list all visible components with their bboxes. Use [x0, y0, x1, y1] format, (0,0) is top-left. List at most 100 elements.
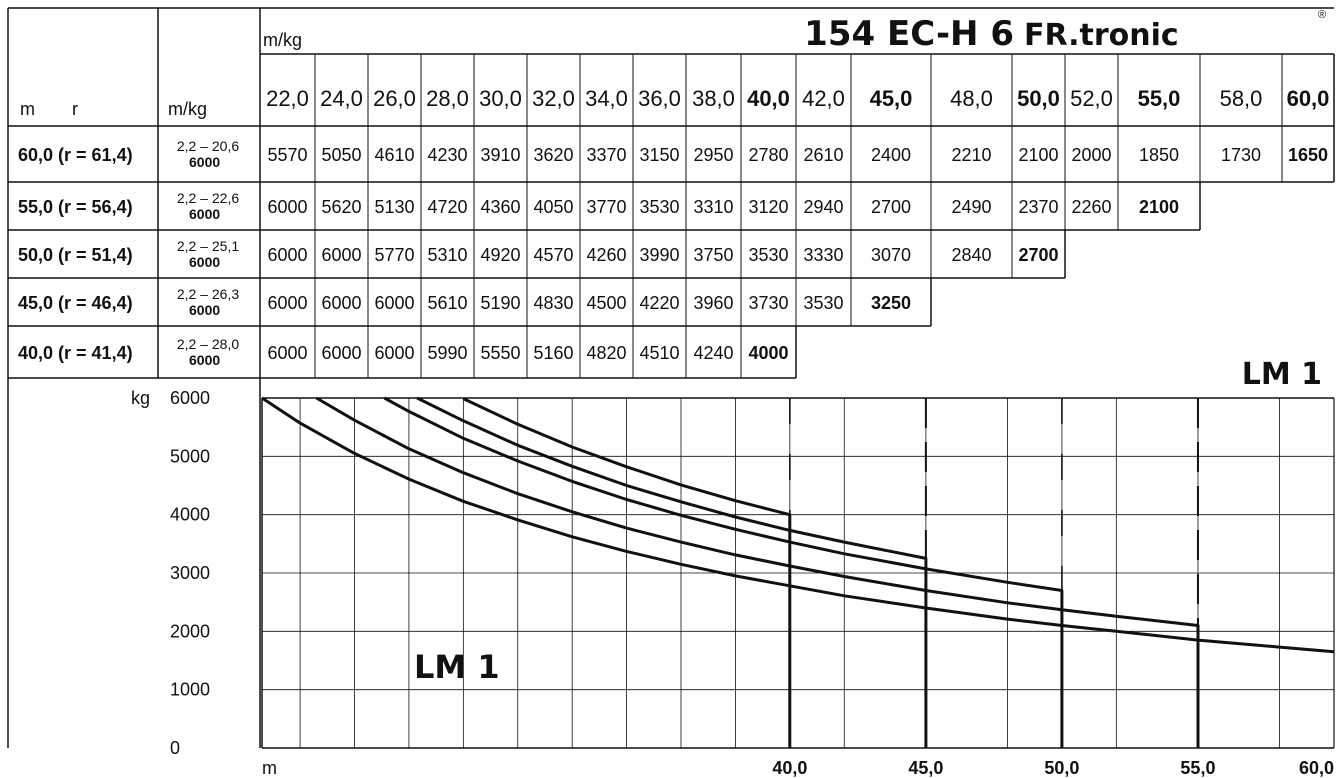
- jib-row-range: 2,2 – 25,1: [177, 238, 239, 254]
- radius-header-cell: 32,0: [532, 86, 575, 111]
- load-value-cell: 3530: [748, 245, 788, 265]
- radius-header-cell: 45,0: [870, 86, 913, 111]
- brand-name: FR.tronic: [1024, 18, 1179, 53]
- x-tick-label: 40,0: [772, 758, 807, 778]
- radius-header-cell: 38,0: [692, 86, 735, 111]
- load-value-cell: 5050: [321, 145, 361, 165]
- jib-row-label: 45,0 (r = 46,4): [18, 293, 133, 313]
- load-value-cell: 5610: [427, 293, 467, 313]
- load-value-cell: 3120: [748, 197, 788, 217]
- load-value-cell: 3250: [871, 293, 911, 313]
- lm-label-table: LM 1: [1242, 357, 1322, 392]
- x-tick-label: 55,0: [1180, 758, 1215, 778]
- load-value-cell: 2260: [1071, 197, 1111, 217]
- jib-row-max: 6000: [189, 352, 220, 368]
- load-value-cell: 2840: [951, 245, 991, 265]
- load-value-cell: 6000: [267, 343, 307, 363]
- jib-row-range: 2,2 – 28,0: [177, 336, 239, 352]
- load-curve-40: [462, 397, 792, 748]
- table-col-mkg-label: m/kg: [168, 99, 207, 119]
- jib-row-range: 2,2 – 20,6: [177, 138, 239, 154]
- load-value-cell: 4240: [693, 343, 733, 363]
- load-value-cell: 6000: [267, 197, 307, 217]
- load-value-cell: 4830: [533, 293, 573, 313]
- load-value-cell: 5620: [321, 197, 361, 217]
- load-value-cell: 2940: [803, 197, 843, 217]
- load-value-cell: 5550: [480, 343, 520, 363]
- load-value-cell: 3530: [639, 197, 679, 217]
- load-value-cell: 4570: [533, 245, 573, 265]
- load-value-cell: 2100: [1139, 197, 1179, 217]
- load-value-cell: 6000: [374, 293, 414, 313]
- radius-header-cell: 58,0: [1220, 86, 1263, 111]
- y-axis-label: kg: [131, 388, 150, 408]
- load-value-cell: 3330: [803, 245, 843, 265]
- load-curve-60: [261, 396, 1335, 654]
- load-value-cell: 3150: [639, 145, 679, 165]
- load-value-cell: 2370: [1018, 197, 1058, 217]
- radius-header-cell: 24,0: [320, 86, 363, 111]
- jib-row-label: 60,0 (r = 61,4): [18, 145, 133, 165]
- y-tick-label: 3000: [170, 563, 210, 583]
- load-value-cell: 5570: [267, 145, 307, 165]
- table-col-r-label: r: [72, 99, 78, 119]
- load-value-cell: 4720: [427, 197, 467, 217]
- radius-header-cell: 34,0: [585, 86, 628, 111]
- load-value-cell: 3730: [748, 293, 788, 313]
- load-value-cell: 3310: [693, 197, 733, 217]
- y-tick-label: 1000: [170, 680, 210, 700]
- load-value-cell: 6000: [321, 343, 361, 363]
- load-value-cell: 1730: [1221, 145, 1261, 165]
- load-value-cell: 3990: [639, 245, 679, 265]
- jib-row-label: 55,0 (r = 56,4): [18, 197, 133, 217]
- load-value-cell: 1650: [1288, 145, 1328, 165]
- radius-header-cell: 28,0: [426, 86, 469, 111]
- load-value-cell: 2700: [871, 197, 911, 217]
- load-value-cell: 2700: [1018, 245, 1058, 265]
- load-value-cell: 4610: [374, 145, 414, 165]
- load-value-cell: 2100: [1018, 145, 1058, 165]
- x-tick-label: 45,0: [908, 758, 943, 778]
- load-value-cell: 6000: [321, 293, 361, 313]
- load-value-cell: 2210: [951, 145, 991, 165]
- load-value-cell: 4230: [427, 145, 467, 165]
- load-value-cell: 2000: [1071, 145, 1111, 165]
- model-title: 154 EC-H 6: [804, 14, 1014, 54]
- y-tick-label: 0: [170, 738, 180, 758]
- radius-header-cell: 30,0: [479, 86, 522, 111]
- load-value-cell: 2490: [951, 197, 991, 217]
- load-value-cell: 4260: [586, 245, 626, 265]
- radius-header-cell: 50,0: [1017, 86, 1060, 111]
- load-value-cell: 2400: [871, 145, 911, 165]
- load-value-cell: 5130: [374, 197, 414, 217]
- table-col-m-label: m: [20, 99, 35, 119]
- lm-label-chart: LM 1: [414, 648, 500, 686]
- load-value-cell: 4500: [586, 293, 626, 313]
- load-value-cell: 4360: [480, 197, 520, 217]
- y-tick-label: 6000: [170, 388, 210, 408]
- load-value-cell: 2780: [748, 145, 788, 165]
- load-value-cell: 3620: [533, 145, 573, 165]
- radius-header-cell: 52,0: [1070, 86, 1113, 111]
- jib-row-label: 50,0 (r = 51,4): [18, 245, 133, 265]
- load-value-cell: 3770: [586, 197, 626, 217]
- load-value-cell: 4050: [533, 197, 573, 217]
- jib-row-max: 6000: [189, 254, 220, 270]
- x-axis-label: m: [262, 758, 277, 778]
- load-value-cell: 5770: [374, 245, 414, 265]
- radius-header-cell: 40,0: [747, 86, 790, 111]
- load-value-cell: 2610: [803, 145, 843, 165]
- jib-row-label: 40,0 (r = 41,4): [18, 343, 133, 363]
- load-value-cell: 5190: [480, 293, 520, 313]
- load-value-cell: 4510: [639, 343, 679, 363]
- load-value-cell: 3530: [803, 293, 843, 313]
- load-value-cell: 2950: [693, 145, 733, 165]
- jib-row-max: 6000: [189, 206, 220, 222]
- load-value-cell: 4920: [480, 245, 520, 265]
- registered-mark: ®: [1318, 9, 1326, 21]
- load-value-cell: 3910: [480, 145, 520, 165]
- y-tick-label: 2000: [170, 621, 210, 641]
- jib-row-range: 2,2 – 22,6: [177, 190, 239, 206]
- y-tick-label: 5000: [170, 446, 210, 466]
